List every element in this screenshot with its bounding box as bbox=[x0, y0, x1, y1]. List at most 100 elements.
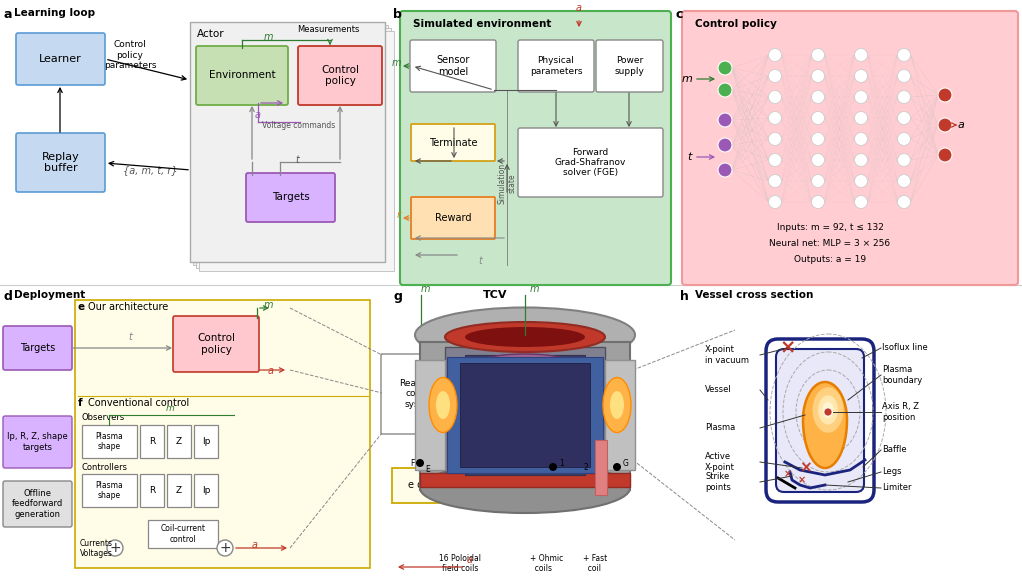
Text: m: m bbox=[681, 74, 692, 84]
Bar bbox=[190, 22, 385, 262]
Text: TCV: TCV bbox=[482, 290, 507, 300]
Bar bbox=[167, 425, 191, 458]
Circle shape bbox=[897, 195, 911, 209]
Text: ×: × bbox=[784, 469, 792, 479]
Circle shape bbox=[769, 48, 782, 62]
Text: Conventional control: Conventional control bbox=[88, 398, 189, 408]
Ellipse shape bbox=[415, 308, 635, 362]
Text: f: f bbox=[78, 398, 83, 408]
Circle shape bbox=[854, 175, 868, 188]
Circle shape bbox=[769, 70, 782, 82]
Text: h: h bbox=[680, 290, 689, 303]
Text: Z: Z bbox=[176, 437, 182, 446]
Text: Sensor
model: Sensor model bbox=[436, 55, 470, 77]
Bar bbox=[75, 300, 370, 568]
Circle shape bbox=[811, 48, 825, 62]
Text: Legs: Legs bbox=[882, 468, 901, 476]
Bar bbox=[460, 363, 590, 467]
FancyBboxPatch shape bbox=[410, 40, 496, 92]
Ellipse shape bbox=[420, 357, 630, 371]
Circle shape bbox=[718, 61, 732, 75]
FancyBboxPatch shape bbox=[411, 197, 495, 239]
Polygon shape bbox=[803, 382, 847, 468]
Bar bbox=[595, 440, 607, 495]
Text: Learner: Learner bbox=[39, 54, 82, 64]
FancyBboxPatch shape bbox=[196, 46, 288, 105]
FancyBboxPatch shape bbox=[173, 316, 259, 372]
Text: m: m bbox=[421, 284, 430, 294]
Text: a: a bbox=[958, 120, 965, 130]
Text: Reward: Reward bbox=[434, 213, 471, 223]
FancyBboxPatch shape bbox=[3, 416, 72, 468]
FancyBboxPatch shape bbox=[400, 11, 671, 285]
Text: Z: Z bbox=[176, 486, 182, 495]
FancyBboxPatch shape bbox=[16, 133, 105, 192]
Text: Controllers: Controllers bbox=[82, 463, 128, 472]
Text: 1: 1 bbox=[559, 458, 564, 468]
Bar bbox=[82, 425, 137, 458]
Circle shape bbox=[854, 132, 868, 146]
Text: Control
policy: Control policy bbox=[197, 333, 235, 355]
Circle shape bbox=[613, 463, 621, 471]
Text: Deployment: Deployment bbox=[14, 290, 85, 300]
Circle shape bbox=[811, 70, 825, 82]
Circle shape bbox=[811, 90, 825, 104]
Text: Real-time
control
system: Real-time control system bbox=[400, 379, 443, 409]
Circle shape bbox=[938, 88, 953, 102]
Text: a: a bbox=[256, 110, 261, 120]
Text: Currents: Currents bbox=[80, 540, 113, 548]
Text: Terminate: Terminate bbox=[429, 138, 477, 147]
Circle shape bbox=[769, 90, 782, 104]
Text: Learning loop: Learning loop bbox=[14, 8, 95, 18]
Circle shape bbox=[718, 138, 732, 152]
Text: Control
policy
parameters: Control policy parameters bbox=[104, 40, 156, 70]
Text: t: t bbox=[688, 152, 692, 162]
FancyBboxPatch shape bbox=[518, 40, 594, 92]
Ellipse shape bbox=[436, 391, 450, 419]
FancyBboxPatch shape bbox=[3, 326, 72, 370]
Text: Strike
points: Strike points bbox=[705, 472, 731, 492]
FancyBboxPatch shape bbox=[16, 33, 105, 85]
Text: Baffle: Baffle bbox=[882, 445, 907, 454]
Text: Coil-current
control: Coil-current control bbox=[160, 524, 205, 544]
Circle shape bbox=[824, 408, 832, 416]
Text: c: c bbox=[675, 8, 683, 21]
Circle shape bbox=[769, 132, 782, 146]
Circle shape bbox=[549, 463, 557, 471]
Bar bbox=[415, 360, 445, 470]
Ellipse shape bbox=[465, 327, 585, 347]
Bar bbox=[199, 31, 394, 271]
Text: Plasma
boundary: Plasma boundary bbox=[882, 365, 922, 385]
Circle shape bbox=[811, 153, 825, 166]
Circle shape bbox=[769, 175, 782, 188]
FancyBboxPatch shape bbox=[682, 11, 1018, 285]
Circle shape bbox=[897, 70, 911, 82]
Text: R: R bbox=[149, 437, 155, 446]
Circle shape bbox=[897, 153, 911, 166]
Text: a: a bbox=[4, 8, 12, 21]
Text: Simulation
state: Simulation state bbox=[498, 162, 517, 203]
Text: Actor: Actor bbox=[197, 29, 225, 39]
Text: Environment: Environment bbox=[208, 70, 275, 81]
Text: ×: × bbox=[798, 460, 811, 476]
Bar bbox=[194, 425, 218, 458]
Text: Vessel cross section: Vessel cross section bbox=[695, 290, 814, 300]
Text: + Fast
  coil: + Fast coil bbox=[583, 554, 607, 573]
Text: Ip: Ip bbox=[201, 486, 211, 495]
Text: ×: × bbox=[798, 475, 806, 485]
Circle shape bbox=[897, 175, 911, 188]
Circle shape bbox=[811, 132, 825, 146]
Ellipse shape bbox=[610, 391, 624, 419]
Circle shape bbox=[718, 163, 732, 177]
Ellipse shape bbox=[420, 469, 630, 483]
Ellipse shape bbox=[475, 354, 575, 376]
Text: Simulated environment: Simulated environment bbox=[413, 19, 552, 29]
Text: Observers: Observers bbox=[82, 413, 126, 422]
Bar bbox=[167, 474, 191, 507]
Text: Plasma
shape: Plasma shape bbox=[96, 481, 124, 500]
Text: e: e bbox=[78, 302, 85, 312]
Text: Outputs: a = 19: Outputs: a = 19 bbox=[794, 256, 866, 264]
Text: Limiter: Limiter bbox=[882, 483, 912, 492]
Circle shape bbox=[769, 112, 782, 124]
Text: t: t bbox=[478, 256, 482, 266]
